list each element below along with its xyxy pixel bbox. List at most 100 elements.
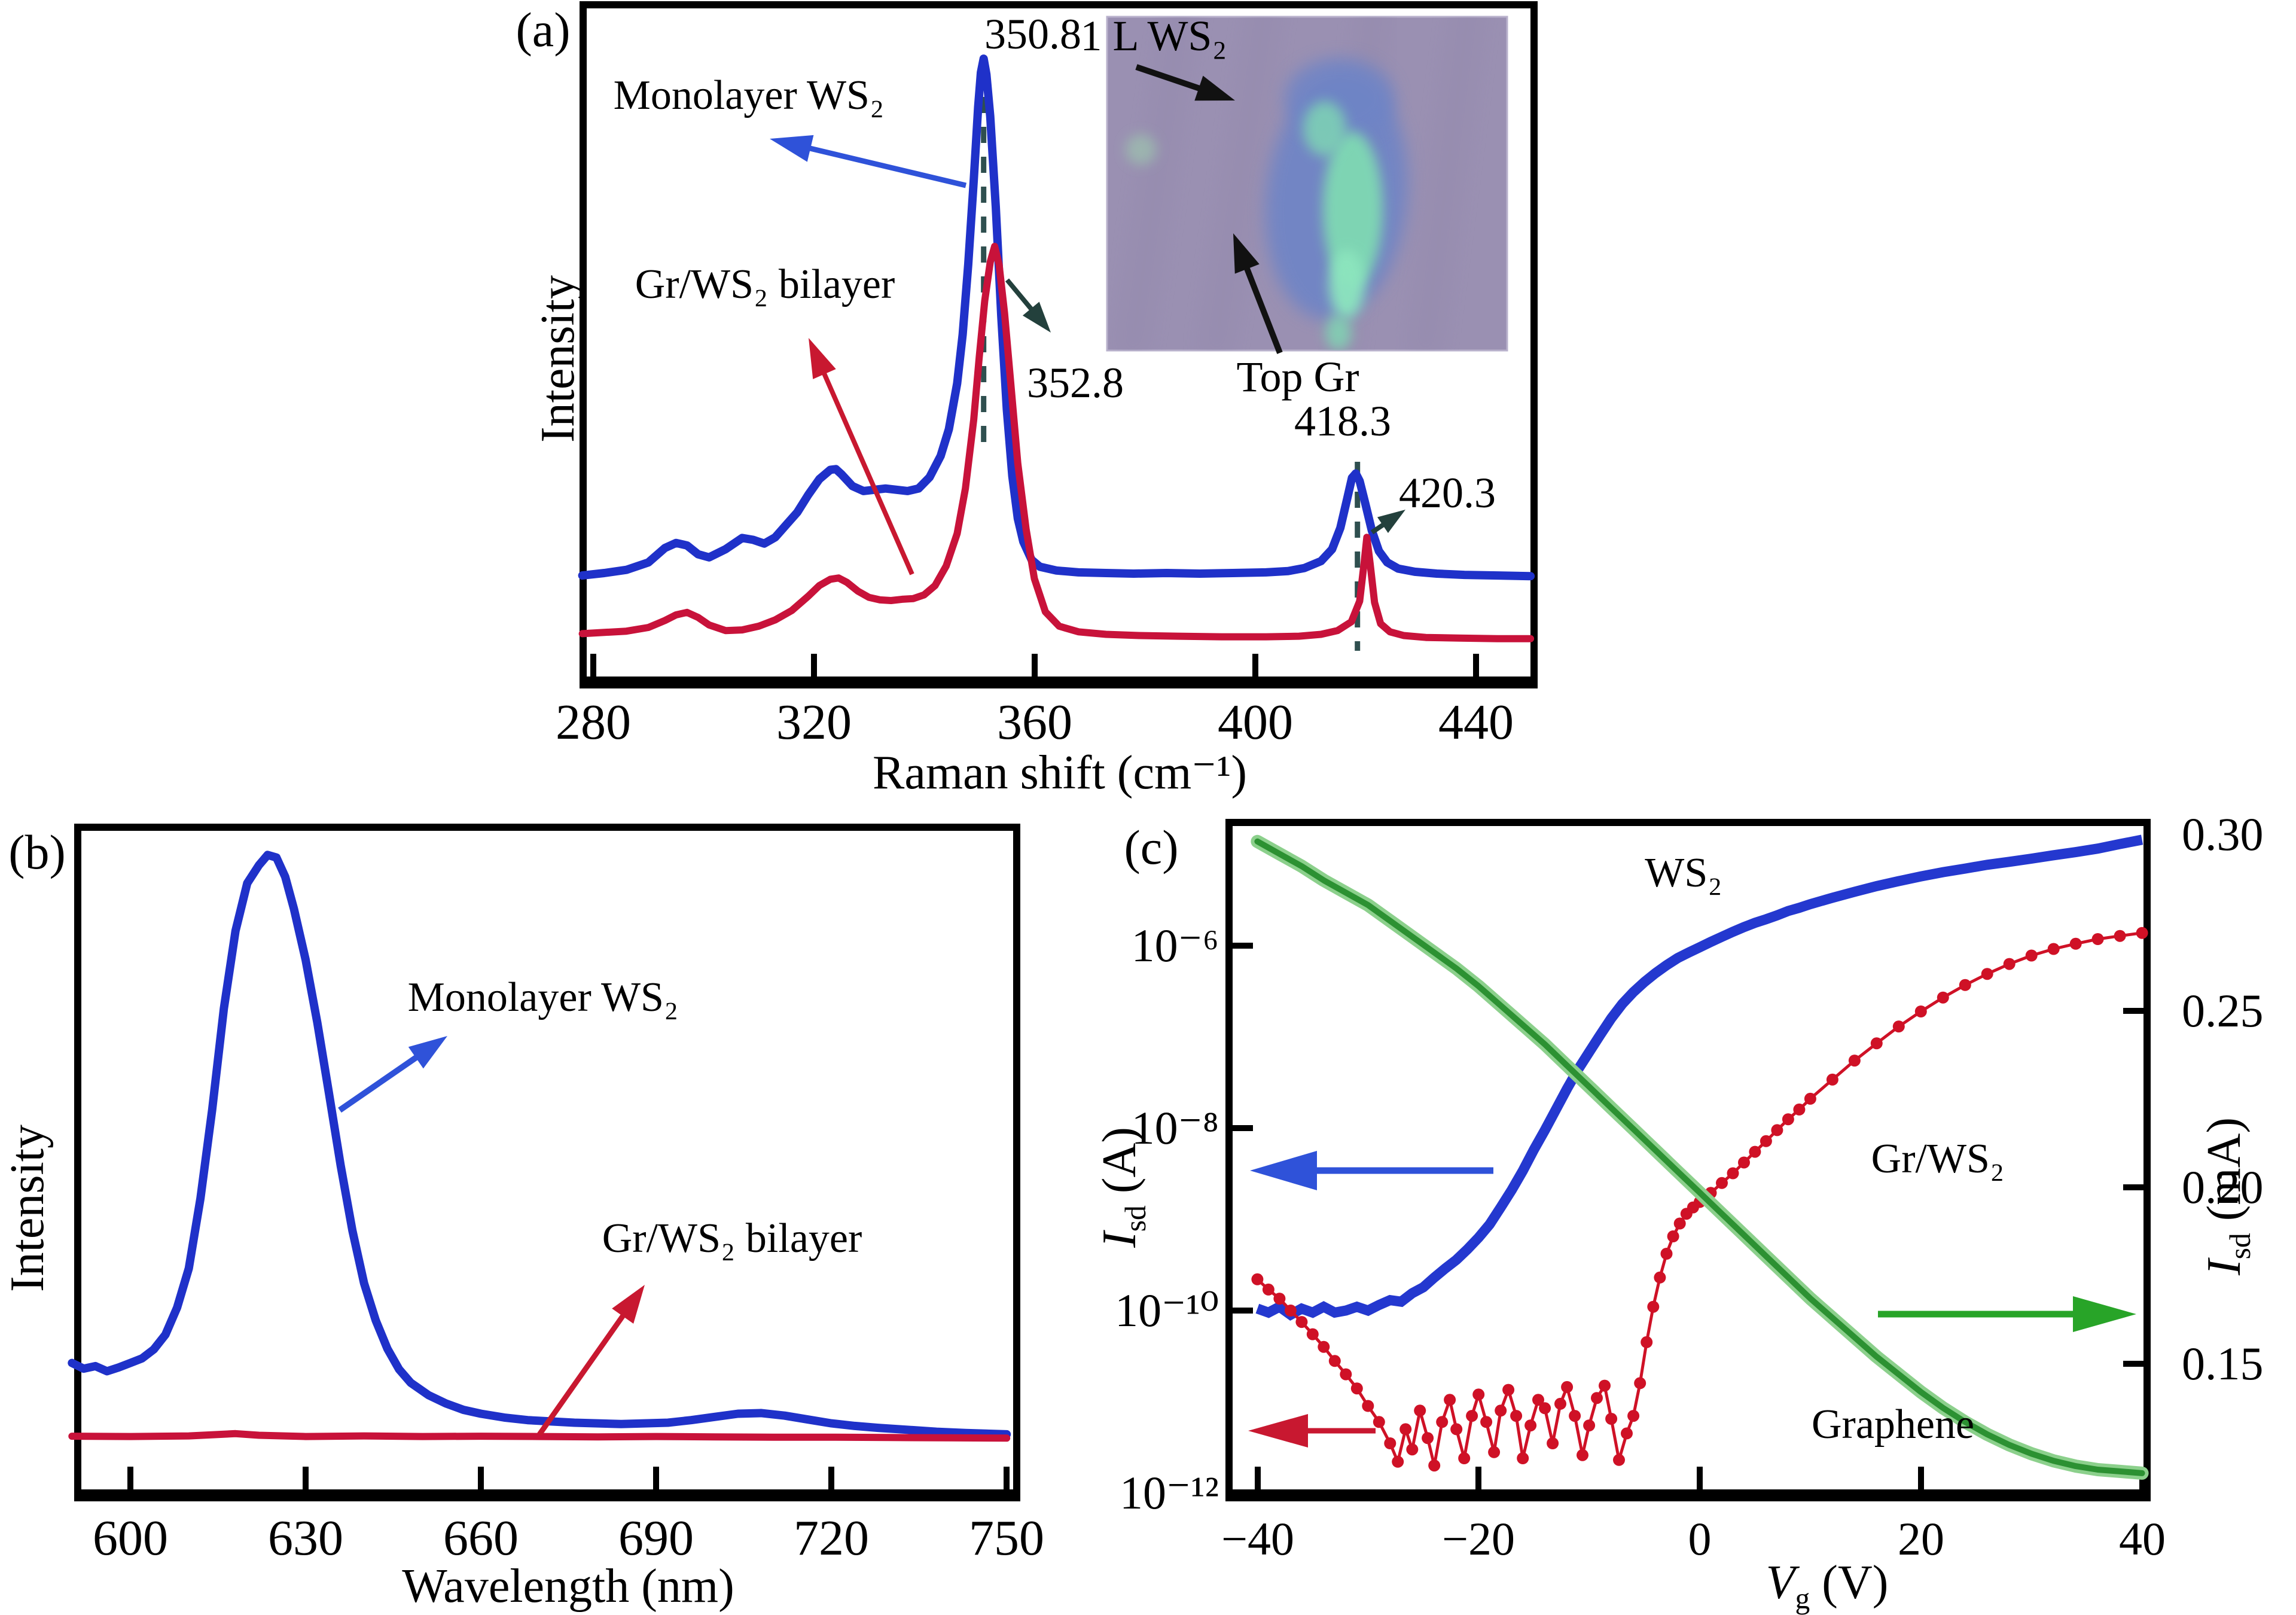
graphene-curve <box>1254 838 2145 1476</box>
ylabel-left-symbol: I <box>1093 1232 1147 1248</box>
optical-micrograph-inset <box>1106 16 1508 352</box>
gr-ws2-transfer-point <box>1981 968 1993 980</box>
gr-ws2-transfer-point <box>1532 1394 1544 1406</box>
ylabel-right-subscript: sd <box>2224 1233 2257 1260</box>
gr-ws2-transfer-point <box>1870 1037 1883 1050</box>
gr-ws2-transfer-point <box>2003 958 2016 970</box>
gr-ws2-transfer-point <box>1667 1230 1679 1242</box>
gr-ws2-transfer-point <box>1727 1167 1739 1180</box>
panel-a-xtick-label-2: 360 <box>997 694 1072 750</box>
panel-c-xtick-label-2: 0 <box>1688 1513 1712 1565</box>
gr-ws2-transfer-point <box>1524 1419 1537 1432</box>
panel-b-xtick-label-3: 690 <box>618 1510 694 1566</box>
panel-c-xlabel: Vg (V) <box>1766 1559 1889 1614</box>
ylabel-right-symbol: I <box>2198 1259 2251 1276</box>
b-monolayer-ws2-curve <box>68 851 1011 1439</box>
arrow-monolayer-a-head <box>770 135 814 162</box>
arrow-bilayer-a-head <box>809 338 836 379</box>
graphene-curve-halo <box>1251 834 2149 1480</box>
gr-ws2-transfer-point <box>1350 1382 1363 1395</box>
gr-ws2-transfer-point <box>1480 1416 1493 1428</box>
gr-ws2-transfer-point <box>1547 1437 1559 1449</box>
gr-ws2-transfer-point <box>1406 1443 1419 1456</box>
arrow-left-axis-blue-head <box>1250 1151 1317 1190</box>
panel-a-xtick-label-0: 280 <box>556 694 631 750</box>
gr-ws2-transfer-point <box>1554 1397 1566 1410</box>
gr-ws2-transfer-point <box>1502 1384 1515 1396</box>
annotation-gr-ws2-bilayer-a: Gr/WS₂ bilayer <box>635 261 895 307</box>
arrow-1l-ws2-tail <box>1135 64 1202 92</box>
gr-ws2-transfer-point <box>1793 1103 1806 1116</box>
panel-c-ytick-right-label-2: 0.20 <box>2182 1161 2264 1213</box>
annotation-gr-ws2-c: Gr/WS₂ <box>1871 1136 2005 1182</box>
b-gr-ws2-bilayer-curve <box>68 1430 1011 1442</box>
gr-ws2-transfer-point <box>1760 1135 1772 1147</box>
inset-streak-0 <box>1122 17 1190 351</box>
panel-c-ytick-left-label-3: 10⁻¹² <box>1120 1467 1219 1519</box>
inset-flake-teal-center <box>1323 132 1383 287</box>
arrow-top-gr-tail <box>1243 266 1283 354</box>
gr-ws2-transfer-point <box>1517 1452 1529 1464</box>
gr-ws2-transfer-point <box>1251 1273 1264 1285</box>
inset-flake-teal-tail <box>1325 315 1352 351</box>
gr-ws2-transfer-point <box>1284 1305 1297 1317</box>
gr-ws2-transfer-point <box>1771 1124 1783 1136</box>
arrow-420-3-head <box>1377 510 1405 534</box>
arrow-1l-ws2-head <box>1194 75 1235 101</box>
gr-ws2-transfer-point <box>1826 1073 1838 1086</box>
gr-ws2-transfer-point <box>1436 1416 1449 1428</box>
panel-c-xtick-label-4: 40 <box>2119 1513 2166 1565</box>
gr-ws2-transfer-point <box>1577 1449 1588 1461</box>
axes-layer <box>74 1 2151 1501</box>
panel-c-tag: (c) <box>1124 820 1179 874</box>
gr-ws2-transfer-point <box>1428 1459 1441 1472</box>
panel-c-xtick-label-3: 20 <box>1898 1513 1944 1565</box>
gr-ws2-transfer-point <box>1782 1113 1794 1126</box>
gr-ws2-transfer-point <box>1392 1455 1404 1468</box>
panel-a-xtick-label-3: 400 <box>1218 694 1293 750</box>
gr-ws2-transfer-point <box>2025 949 2038 962</box>
gr-ws2-transfer-point <box>2069 937 2082 950</box>
panel-c-xtick-label-0: −40 <box>1221 1513 1294 1565</box>
panel-c-ytick-right-label-3: 0.15 <box>2182 1337 2264 1389</box>
panel-b-xlabel: Wavelength (nm) <box>402 1560 734 1613</box>
gr-ws2-transfer-point <box>1318 1340 1330 1353</box>
annotation-gr-ws2-bilayer-b: Gr/WS₂ bilayer <box>602 1215 862 1261</box>
panel-a-xtick-label-1: 320 <box>776 694 852 750</box>
gr-ws2-transfer-point <box>1466 1410 1478 1422</box>
gr-ws2-transfer-point <box>1399 1423 1412 1436</box>
xlabel-units: (V) <box>1810 1556 1889 1610</box>
panel-c-ytick-left-label-2: 10⁻¹⁰ <box>1115 1284 1219 1336</box>
peak-label-350-8: 350.8 <box>984 10 1081 58</box>
arrow-monolayer-b-tail <box>338 1053 420 1113</box>
peak-label-420-3: 420.3 <box>1399 469 1496 517</box>
gr-ws2-transfer-point <box>1605 1413 1618 1425</box>
panel-a-ylabel: Intensity <box>532 275 584 443</box>
arrow-352-8-head <box>1022 301 1051 333</box>
gr-ws2-transfer-point <box>1804 1092 1816 1105</box>
inset-streak-1 <box>1206 17 1273 351</box>
arrow-bilayer-b-head <box>612 1285 645 1324</box>
gr-ws2-transfer-point <box>1414 1404 1426 1417</box>
gr-ws2-transfer-point <box>1892 1020 1905 1033</box>
gr-ws2-transfer-point <box>1634 1377 1646 1389</box>
panel-c-ytick-left-label-1: 10⁻⁸ <box>1131 1102 1219 1154</box>
a-monolayer-ws2-curve <box>578 54 1535 581</box>
arrow-420-3-tail <box>1370 522 1386 535</box>
gr-ws2-transfer-point <box>1472 1388 1485 1401</box>
xlabel-symbol: V <box>1766 1556 1795 1610</box>
a-gr-ws2-bilayer-curve <box>578 242 1535 642</box>
gr-ws2-transfer-point <box>1599 1379 1611 1392</box>
panel-a-xlabel: Raman shift (cm⁻¹) <box>872 746 1248 799</box>
gr-ws2-transfer-point <box>1362 1400 1374 1412</box>
arrow-352-8-tail <box>1005 278 1035 312</box>
panel-c-ytick-left-label-0: 10⁻⁶ <box>1131 919 1219 971</box>
gr-ws2-transfer-point <box>1488 1446 1501 1458</box>
gr-ws2-transfer-point <box>1937 991 1949 1004</box>
panel-b-tag: (b) <box>8 825 66 879</box>
xlabel-subscript: g <box>1795 1582 1810 1615</box>
inset-flake-teal-upper <box>1303 101 1346 156</box>
gr-ws2-transfer-point <box>1510 1410 1523 1422</box>
gr-ws2-transfer-point <box>1262 1283 1274 1296</box>
